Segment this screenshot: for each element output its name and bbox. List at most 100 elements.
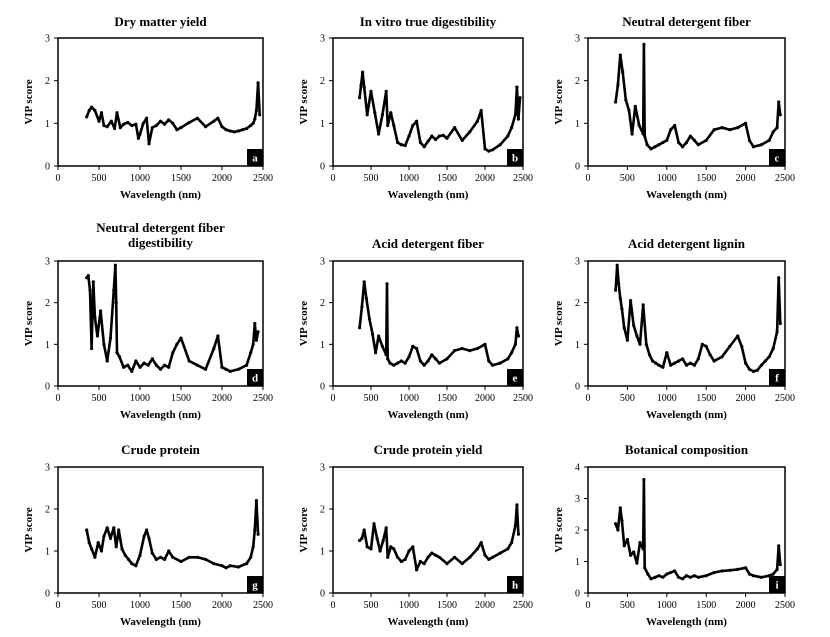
panel-e-point — [377, 334, 381, 338]
panel-i-point — [649, 577, 653, 581]
panel-e-title: Acid detergent fiber — [372, 236, 484, 251]
panel-a-point — [240, 128, 245, 132]
panel-e-point — [487, 359, 491, 363]
panel-d-tag-bg — [247, 369, 263, 386]
panel-b-point — [389, 111, 393, 115]
panel-e-point — [460, 346, 464, 351]
panel-d-point — [236, 367, 240, 371]
panel-b-point — [422, 145, 426, 149]
panel-c-point — [624, 98, 628, 102]
panel-i-xtick-label: 500 — [620, 600, 635, 611]
panel-b-tag: b — [512, 153, 518, 165]
panel-d-ylabel: VIP score — [23, 301, 35, 346]
panel-c-xtick-label: 0 — [586, 173, 591, 184]
panel-b-xtick-label: 2500 — [513, 173, 533, 184]
panel-b-point — [384, 89, 388, 93]
panel-h-ytick-label: 3 — [320, 463, 325, 474]
panel-d-point — [134, 359, 138, 363]
panel-d-point — [108, 336, 113, 340]
panel-c-xlabel: Wavelength (nm) — [646, 189, 727, 201]
panel-h-xtick-label: 500 — [364, 600, 379, 611]
panel-f-point — [625, 338, 630, 342]
panel-f-xtick-label: 1000 — [657, 393, 677, 404]
panel-i-ytick-label: 0 — [575, 589, 580, 600]
panel-i-point — [629, 553, 633, 557]
panel-c: Neutral detergent fiber 0 500 1000 1500 2000 2… — [553, 14, 795, 201]
panel-h-series-line — [358, 503, 520, 572]
panel-e-ytick-label: 2 — [320, 298, 325, 309]
panel-d-point — [245, 363, 249, 367]
panel-g-ytick-label: 2 — [45, 505, 50, 516]
panel-f-tag: f — [775, 373, 779, 385]
panel-a-point — [99, 111, 104, 115]
panel-g-xtick-label: 1500 — [171, 600, 191, 611]
panel-d-point — [138, 365, 142, 369]
panel-c-xtick-label: 2500 — [775, 173, 795, 184]
panel-e-point — [468, 349, 472, 353]
panel-d-xtick-label: 2500 — [253, 393, 273, 404]
panel-e-point — [422, 363, 426, 367]
panel-b-point — [415, 119, 419, 123]
panel-g-point — [96, 541, 100, 545]
panel-g-tag-bg — [247, 576, 263, 593]
panel-f-point — [644, 342, 648, 346]
panel-a-point — [87, 108, 91, 113]
panel-e-ytick-label: 1 — [320, 340, 325, 351]
panel-a-point — [254, 108, 258, 113]
panel-e-point — [384, 353, 388, 357]
panel-f-point — [620, 307, 624, 311]
panel-d-point — [90, 346, 94, 351]
panel-i-xtick-label: 1500 — [696, 600, 716, 611]
panel-f-point — [629, 299, 633, 303]
panel-d-point — [204, 367, 208, 371]
panel-e-point — [411, 344, 415, 348]
panel-f-ytick-label: 1 — [575, 340, 580, 351]
panel-g-title: Crude protein — [121, 442, 201, 457]
panel-e-point — [380, 344, 384, 348]
panel-b-point — [407, 134, 411, 138]
panel-h-point — [430, 551, 434, 555]
panel-c-tag: c — [775, 153, 780, 165]
panel-a-point — [171, 121, 175, 125]
panel-i-ytick-label: 3 — [575, 494, 580, 505]
panel-d-point — [122, 365, 126, 369]
panel-e-point — [506, 357, 510, 361]
panel-e-xtick-label: 1500 — [437, 393, 457, 404]
panel-a-point — [249, 123, 253, 128]
panel-d-point — [86, 274, 90, 278]
panel-i-ytick-label: 1 — [575, 557, 580, 568]
panel-c-ytick-label: 0 — [575, 162, 580, 173]
panel-c-point — [669, 128, 673, 132]
panel-h-title: Crude protein yield — [374, 442, 484, 457]
panel-b-point — [418, 140, 422, 145]
panel-d-point — [112, 288, 116, 292]
panel-a-frame — [57, 37, 264, 167]
panel-d-point — [163, 363, 167, 367]
panel-g-xtick-label: 2500 — [253, 600, 273, 611]
panel-b-xtick-label: 1000 — [399, 173, 419, 184]
panel-g-ylabel: VIP score — [23, 507, 35, 552]
panel-e-point — [475, 346, 479, 351]
panel-f-point — [775, 330, 779, 334]
panel-d-point — [171, 351, 175, 355]
panel-b-title: In vitro true digestibility — [360, 14, 497, 29]
panel-e-xtick-label: 500 — [364, 393, 379, 404]
panel-e-xtick-label: 2000 — [475, 393, 495, 404]
panel-i-point — [704, 574, 708, 578]
panel-f-ytick-label: 0 — [575, 382, 580, 393]
panel-a-point — [158, 119, 163, 123]
panel-d-ytick-label: 2 — [45, 298, 50, 309]
panel-b-point — [491, 148, 495, 152]
panel-i-point — [778, 563, 782, 567]
panel-a-ytick-label: 0 — [45, 162, 50, 173]
panel-f-point — [696, 357, 700, 361]
panel-g-point — [123, 553, 127, 557]
panel-g-point — [99, 549, 104, 553]
panel-c-ytick-label: 1 — [575, 119, 580, 130]
panel-b-point — [434, 137, 438, 142]
panel-e-point — [415, 346, 419, 351]
panel-b-point — [361, 70, 365, 74]
panel-c-point — [696, 143, 700, 147]
panel-b-point — [468, 130, 472, 134]
panel-g-xtick-label: 2000 — [212, 600, 232, 611]
